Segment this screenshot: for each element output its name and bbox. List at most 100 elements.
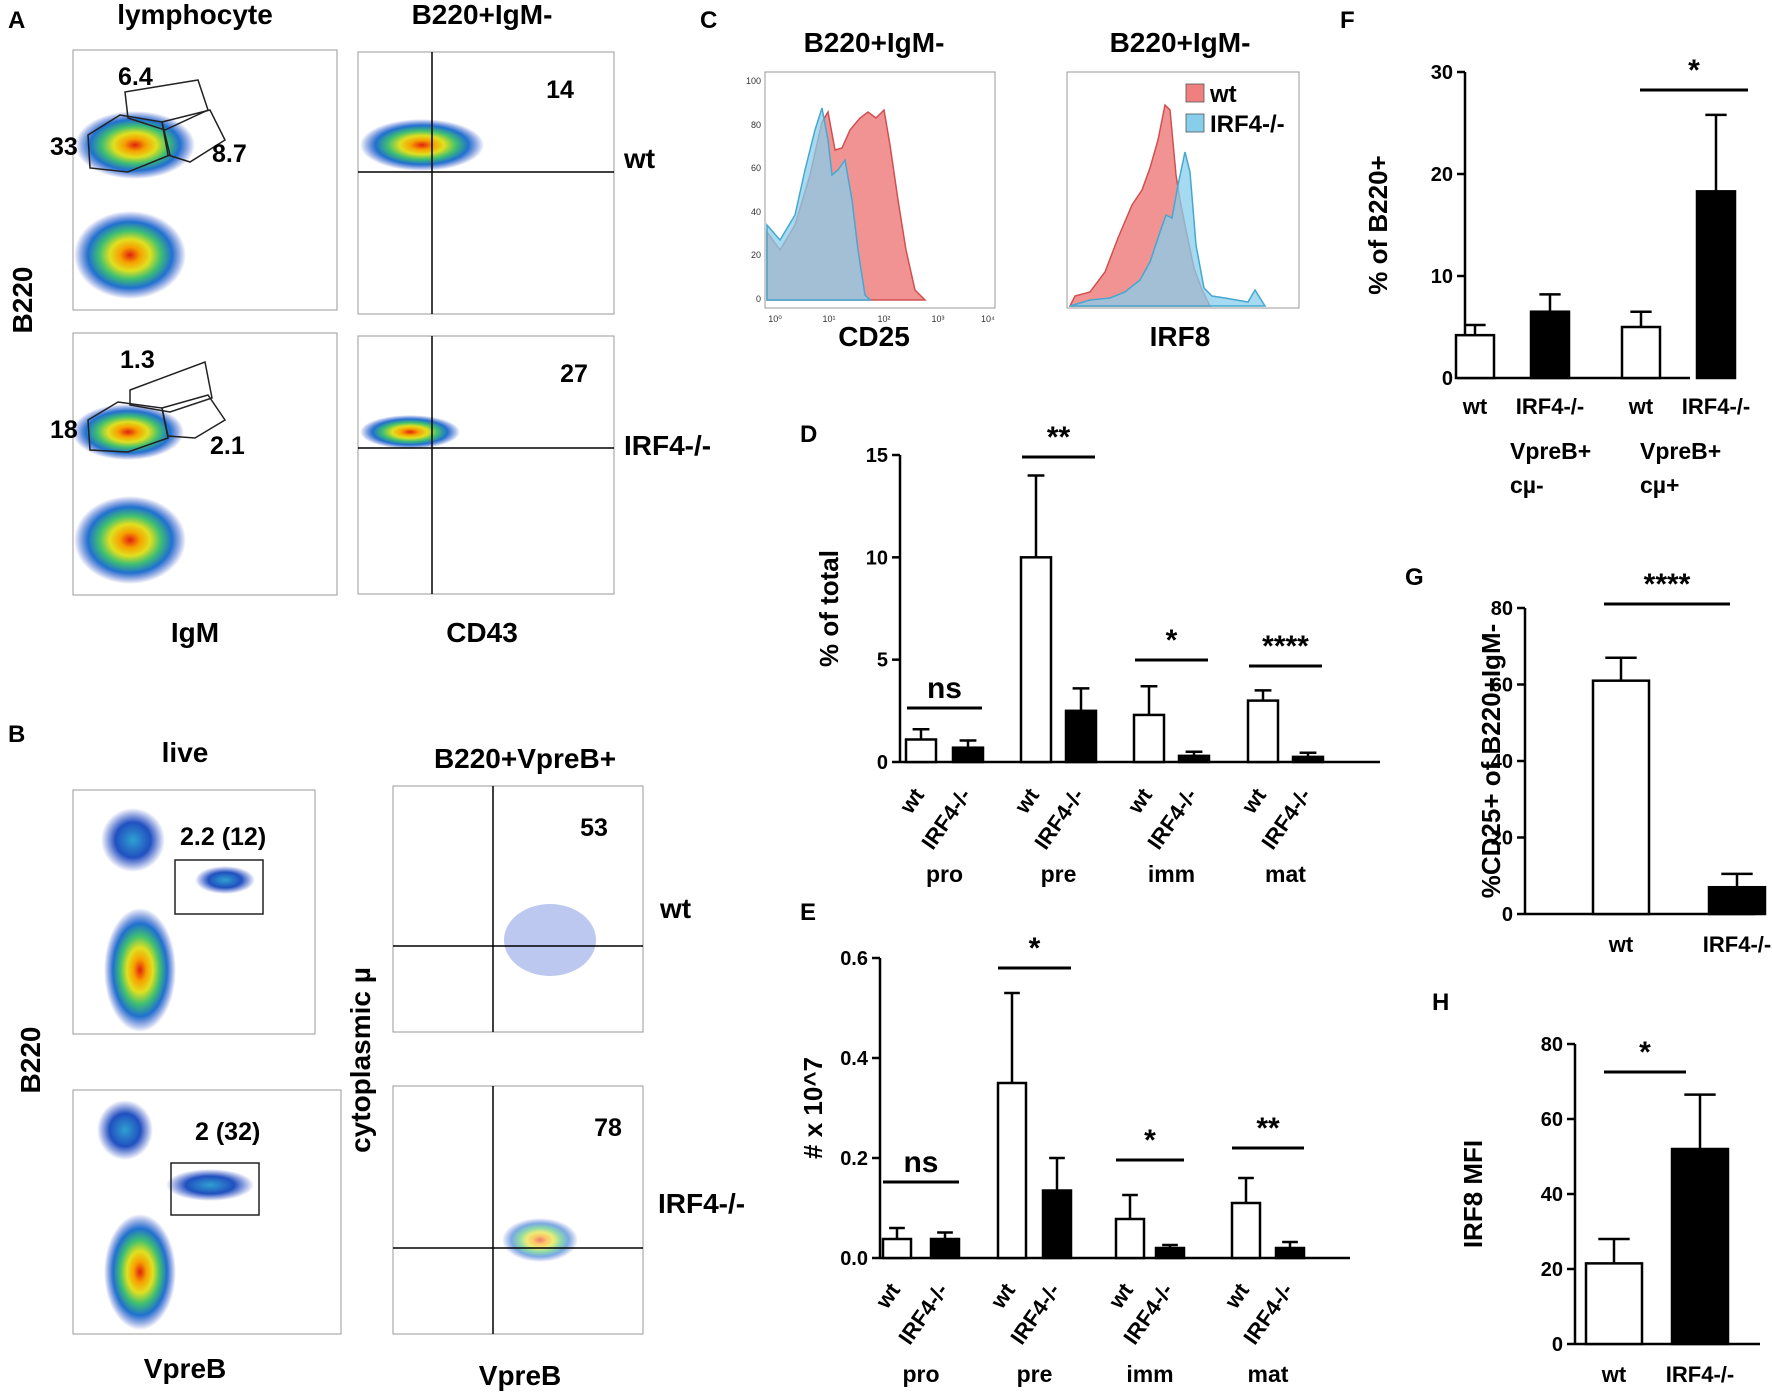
cd25-y-tick: 60 <box>751 163 761 173</box>
panel-a-x-axis-cd43: CD43 <box>446 617 518 648</box>
y-axis-label: %CD25+ of B220+IgM- <box>1476 624 1506 899</box>
panel-h-chart: 0 20 40 60 80 H IRF8 MFI wt IRF4-/- * <box>1432 989 1760 1387</box>
gate-polygon <box>124 79 209 131</box>
category-label: IRF4-/- <box>1666 1362 1734 1387</box>
quadrant-value: 14 <box>546 76 574 104</box>
dot-cloud <box>360 119 484 171</box>
bar <box>1274 1246 1306 1260</box>
bar <box>1584 1262 1644 1346</box>
panel-g-chart: 0 20 40 60 80 G %CD25+ of B220+IgM-wt IRF4-/- **… <box>1405 564 1771 957</box>
gate-value: 2.2 (12) <box>180 823 266 851</box>
group-label: cµ+ <box>1640 472 1679 498</box>
bar <box>1670 1147 1730 1346</box>
bar <box>1230 1201 1262 1260</box>
gate-value: 6.4 <box>118 63 153 91</box>
gate-polygon <box>161 394 227 439</box>
panel-a-irf4-lymphocyte-plot: 1.3 18 2.1 <box>50 332 338 596</box>
dot-cloud <box>97 1100 153 1160</box>
panel-b-letter: B <box>8 721 25 748</box>
bar <box>1132 713 1166 764</box>
panel-c: C B220+IgM- B220+IgM- 0 20 40 60 80 100 … <box>700 7 1300 352</box>
significance-label: * <box>1144 1124 1156 1157</box>
group-label: mat <box>1265 861 1306 887</box>
cd25-x-tick: 10¹ <box>822 314 835 324</box>
category-label: wt <box>1628 394 1654 419</box>
panel-letter: G <box>1405 564 1424 591</box>
significance-label: ** <box>1047 421 1071 454</box>
panel-a-x-axis-igm: IgM <box>171 617 219 648</box>
gate-value: 18 <box>50 416 78 444</box>
panel-b-wt-live-plot: 2.2 (12) <box>72 789 316 1035</box>
panel-b-y-axis-cmu: cytoplasmic µ <box>345 967 376 1153</box>
y-tick-label: 80 <box>1541 1034 1563 1056</box>
irf4-histogram <box>1069 151 1267 307</box>
panel-c-title-cd25: B220+IgM- <box>804 27 945 58</box>
gate-polygon <box>87 401 169 453</box>
group-label: cµ- <box>1510 472 1544 498</box>
y-tick-label: 0 <box>1502 904 1513 926</box>
panel-b-irf4-live-plot: 2 (32) <box>72 1089 342 1335</box>
bar <box>1246 699 1280 764</box>
y-tick-label: 0.6 <box>840 948 868 970</box>
group-label: pro <box>926 861 963 887</box>
cd25-x-tick: 10⁰ <box>768 314 782 324</box>
panel-c-title-irf8: B220+IgM- <box>1110 27 1251 58</box>
significance-label: * <box>1029 932 1041 965</box>
group-label: VpreB+ <box>1510 438 1591 464</box>
category-label: IRF4-/- <box>893 1279 953 1349</box>
cd25-y-tick: 20 <box>751 250 761 260</box>
panel-a-wt-quadrant-plot: 14 <box>357 51 615 315</box>
bar <box>929 1237 961 1260</box>
y-axis-label: % of B220+ <box>1363 155 1393 294</box>
cd25-x-ticks: 10⁰ 10¹ 10² 10³ 10⁴ <box>768 314 995 324</box>
cd25-y-ticks: 0 20 40 60 80 100 <box>746 76 761 304</box>
y-tick-label: 0 <box>1442 368 1453 390</box>
panel-e-chart: 0.00.20.40.6E# x 10^7wtIRF4-/-pronswtIRF… <box>798 899 1350 1387</box>
panel-letter: H <box>1432 989 1449 1016</box>
panel-c-x-axis-cd25: CD25 <box>838 321 910 352</box>
category-label: wt <box>1122 783 1157 819</box>
group-label: pre <box>1041 861 1077 887</box>
significance-label: ns <box>927 672 962 705</box>
bar <box>1064 709 1098 764</box>
panel-b: B live B220+VpreB+ B220 cytoplasmic µ Vp… <box>8 721 745 1391</box>
dot-cloud <box>502 1218 578 1262</box>
dot-cloud <box>360 415 460 449</box>
dot-cloud <box>504 904 596 976</box>
y-axis-label: IRF8 MFI <box>1458 1140 1488 1248</box>
group-label: mat <box>1248 1361 1289 1387</box>
y-tick-label: 10 <box>866 547 888 569</box>
panel-b-wt-quadrant-plot: 53 <box>392 785 644 1033</box>
dot-cloud <box>74 211 186 299</box>
dot-cloud <box>166 1169 254 1201</box>
category-label: wt <box>985 1278 1020 1314</box>
dot-cloud <box>101 808 165 872</box>
cd25-y-tick: 100 <box>746 76 761 86</box>
panel-a-wt-lymphocyte-plot: 6.4 33 8.7 <box>50 49 338 311</box>
panel-a-genotype-wt: wt <box>623 143 655 174</box>
significance-label: ** <box>1256 1112 1280 1145</box>
y-axis-label: # x 10^7 <box>798 1057 828 1159</box>
category-label: IRF4-/- <box>1516 394 1584 419</box>
dot-cloud <box>104 908 176 1032</box>
significance-label: * <box>1688 54 1700 87</box>
bar <box>1695 190 1737 380</box>
category-label: wt <box>1462 394 1488 419</box>
legend-label-irf4: IRF4-/- <box>1210 111 1285 138</box>
panel-a-y-axis-label: B220 <box>7 267 38 334</box>
bar <box>1707 885 1767 916</box>
panel-b-title-b220-vpreb: B220+VpreB+ <box>434 743 616 774</box>
panel-b-genotype-irf4: IRF4-/- <box>658 1188 745 1219</box>
y-tick-label: 0.0 <box>840 1248 868 1270</box>
dot-cloud <box>75 111 195 179</box>
y-tick-label: 10 <box>1431 266 1453 288</box>
significance-label: **** <box>1262 630 1309 663</box>
y-tick-label: 40 <box>1541 1184 1563 1206</box>
y-tick-label: 15 <box>866 445 888 467</box>
gate-rect <box>170 1162 260 1216</box>
quadrant-value: 78 <box>594 1114 622 1142</box>
irf4-histogram <box>766 107 872 301</box>
gate-value: 33 <box>50 133 78 161</box>
